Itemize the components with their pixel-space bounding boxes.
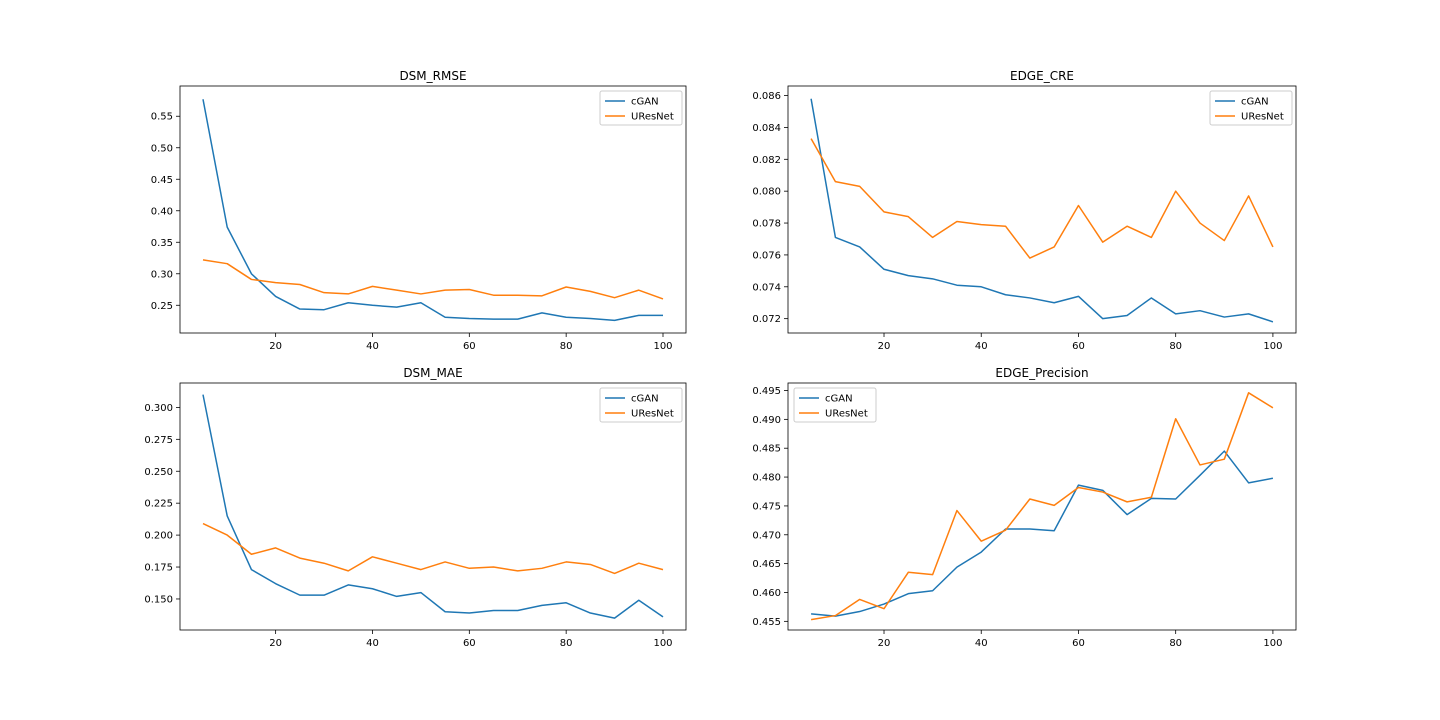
edge-cre-xtick-label: 60 <box>1072 341 1085 352</box>
edge-cre-xtick-label: 80 <box>1169 341 1182 352</box>
edge-precision-xtick-label: 60 <box>1072 638 1085 649</box>
dsm-rmse-ytick-label: 0.45 <box>151 175 173 186</box>
dsm-mae-xtick-label: 80 <box>560 638 573 649</box>
dsm-rmse-legend-label-cgan: cGAN <box>631 97 659 108</box>
dsm-mae-ytick-label: 0.200 <box>144 531 173 542</box>
edge-precision-ytick-label: 0.455 <box>752 617 781 628</box>
edge-precision-xtick-label: 100 <box>1263 638 1282 649</box>
edge-cre-legend-label-uresnet: UResNet <box>1241 112 1284 123</box>
edge-cre-ytick-label: 0.076 <box>752 250 781 261</box>
dsm-rmse-ytick-label: 0.50 <box>151 143 173 154</box>
edge-cre-ytick-label: 0.078 <box>752 219 781 230</box>
dsm-rmse-xtick-label: 60 <box>463 341 476 352</box>
edge-precision-ytick-label: 0.475 <box>752 501 781 512</box>
edge-precision-ytick-label: 0.485 <box>752 444 781 455</box>
dsm-rmse-xtick-label: 20 <box>269 341 282 352</box>
edge-precision-ytick-label: 0.465 <box>752 559 781 570</box>
edge-precision-title: EDGE_Precision <box>995 366 1088 380</box>
edge-cre-series-uresnet-line <box>810 138 1274 259</box>
edge-precision-ytick-label: 0.470 <box>752 530 781 541</box>
dsm-mae-xtick-label: 20 <box>269 638 282 649</box>
dsm-rmse-xtick-label: 80 <box>560 341 573 352</box>
edge-cre-xtick-label: 20 <box>878 341 891 352</box>
dsm-rmse-ytick-label: 0.35 <box>151 238 173 249</box>
edge-cre-xtick-label: 100 <box>1263 341 1282 352</box>
dsm-rmse-axes-frame <box>179 85 687 334</box>
edge-cre-axes-frame <box>787 85 1297 334</box>
dsm-rmse-series-cgan-line <box>202 99 663 322</box>
dsm-rmse-xtick-label: 100 <box>653 341 672 352</box>
dsm-mae-ytick-label: 0.175 <box>144 563 173 574</box>
dsm-rmse-ytick-label: 0.55 <box>151 112 173 123</box>
dsm-mae-xtick-label: 100 <box>653 638 672 649</box>
edge-precision-series-cgan-line <box>811 450 1274 617</box>
dsm-mae-legend-label-cgan: cGAN <box>631 394 659 405</box>
edge-precision-ytick-label: 0.495 <box>752 386 781 397</box>
edge-cre-ytick-label: 0.074 <box>752 282 781 293</box>
dsm-mae-axes-frame <box>179 382 687 631</box>
edge-cre-chart: EDGE_CRE 20 40 60 80 100 0.072 0.074 0.076 0.078 0… <box>752 69 1297 352</box>
dsm-rmse-ytick-label: 0.40 <box>151 206 173 217</box>
dsm-rmse-ytick-label: 0.30 <box>151 269 173 280</box>
edge-precision-xtick-label: 80 <box>1169 638 1182 649</box>
edge-cre-ytick-label: 0.080 <box>752 187 781 198</box>
edge-precision-ytick-label: 0.480 <box>752 473 781 484</box>
dsm-mae-series-cgan-line <box>202 394 664 619</box>
edge-cre-series-cgan-line <box>810 98 1274 323</box>
edge-precision-ytick-label: 0.490 <box>752 415 781 426</box>
dsm-rmse-ytick-label: 0.25 <box>151 301 173 312</box>
edge-cre-ytick-label: 0.086 <box>752 91 781 102</box>
dsm-rmse-title: DSM_RMSE <box>399 69 466 83</box>
edge-cre-ytick-label: 0.084 <box>752 123 781 134</box>
dsm-mae-ytick-label: 0.225 <box>144 499 173 510</box>
dsm-mae-xtick-label: 60 <box>463 638 476 649</box>
dsm-mae-legend: cGAN UResNet <box>599 387 683 423</box>
dsm-rmse-chart: DSM_RMSE 20 40 60 80 100 0.25 0.30 0.35 0.40 0.45 0… <box>151 69 687 352</box>
edge-precision-axes-frame <box>787 382 1297 631</box>
edge-cre-ytick-label: 0.082 <box>752 155 781 166</box>
dsm-mae-title: DSM_MAE <box>403 366 462 380</box>
dsm-mae-ytick-label: 0.275 <box>144 435 173 446</box>
edge-cre-title: EDGE_CRE <box>1010 69 1074 83</box>
dsm-rmse-legend-label-uresnet: UResNet <box>631 112 674 123</box>
dsm-rmse-legend: cGAN UResNet <box>599 90 683 126</box>
edge-cre-legend: cGAN UResNet <box>1209 90 1293 126</box>
dsm-rmse-xtick-label: 40 <box>366 341 379 352</box>
edge-precision-chart: EDGE_Precision 20 40 60 80 100 0.455 0.460 0.465… <box>752 366 1297 649</box>
edge-precision-legend: cGAN UResNet <box>793 387 877 423</box>
dsm-mae-series-uresnet-line <box>202 522 664 575</box>
dsm-mae-ytick-label: 0.250 <box>144 467 173 478</box>
edge-cre-xtick-label: 40 <box>975 341 988 352</box>
dsm-mae-xtick-label: 40 <box>366 638 379 649</box>
dsm-mae-chart: DSM_MAE 20 40 60 80 100 0.150 0.175 0.200 0.225 0.… <box>144 366 687 649</box>
edge-cre-ytick-label: 0.072 <box>752 314 781 325</box>
edge-cre-legend-label-cgan: cGAN <box>1241 97 1269 108</box>
dsm-mae-legend-label-uresnet: UResNet <box>631 409 674 420</box>
edge-precision-legend-label-cgan: cGAN <box>825 394 853 405</box>
edge-precision-xtick-label: 40 <box>975 638 988 649</box>
edge-precision-series-uresnet-line <box>810 392 1274 621</box>
edge-precision-legend-label-uresnet: UResNet <box>825 409 868 420</box>
edge-precision-ytick-label: 0.460 <box>752 588 781 599</box>
dsm-rmse-series-uresnet-line <box>202 259 664 300</box>
dsm-mae-ytick-label: 0.300 <box>144 403 173 414</box>
dsm-mae-ytick-label: 0.150 <box>144 594 173 605</box>
edge-precision-xtick-label: 20 <box>878 638 891 649</box>
